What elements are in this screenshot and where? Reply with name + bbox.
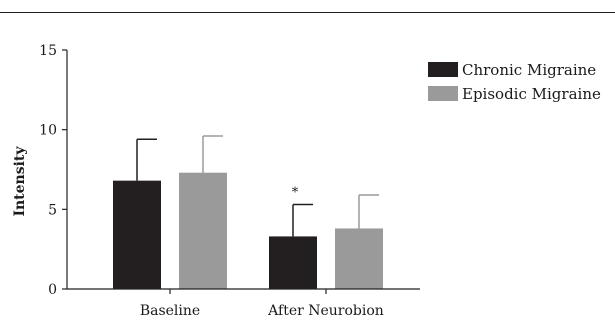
significance-marker: * — [292, 186, 299, 201]
x-categories: Baseline After Neurobion — [140, 289, 384, 319]
x-category-label: After Neurobion — [267, 303, 384, 319]
y-ticks: 0 5 10 15 — [39, 43, 67, 298]
y-tick-label: 5 — [48, 202, 57, 218]
legend-swatch-episodic — [428, 86, 458, 101]
legend-swatch-chronic — [428, 62, 458, 77]
y-tick-label: 10 — [39, 123, 57, 139]
x-category-label: Baseline — [140, 303, 200, 319]
bar — [179, 172, 227, 289]
y-axis-label: Intensity — [12, 146, 28, 217]
error-bars-layer — [136, 135, 379, 237]
plot-area: 0 5 10 15 Baseline After Neurobion * — [39, 43, 420, 319]
bar — [113, 180, 161, 289]
y-tick-label: 0 — [48, 282, 57, 298]
legend-label-chronic: Chronic Migraine — [462, 61, 596, 79]
legend-label-episodic: Episodic Migraine — [462, 85, 601, 103]
bars-layer — [113, 172, 383, 289]
bar — [269, 236, 317, 289]
y-tick-label: 15 — [39, 43, 57, 59]
legend: Chronic Migraine Episodic Migraine — [428, 61, 601, 103]
bar — [335, 228, 383, 289]
